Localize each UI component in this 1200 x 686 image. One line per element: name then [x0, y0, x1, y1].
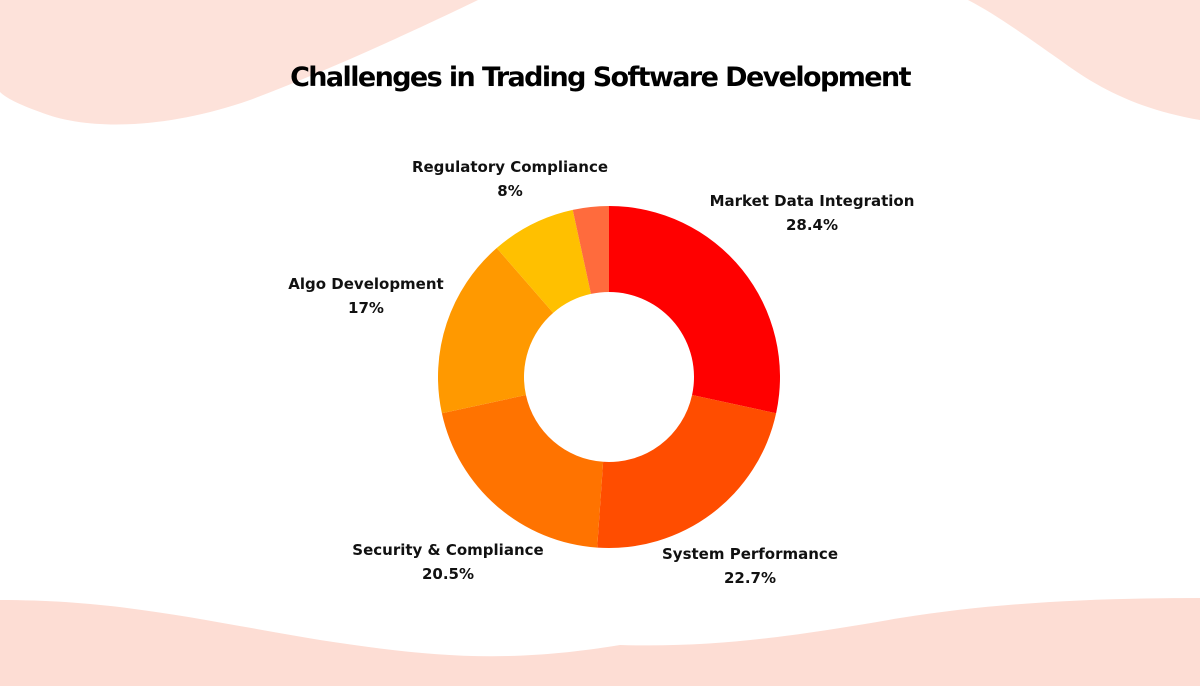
slice-label-value: 22.7%: [723, 569, 777, 587]
donut-slice-algo-development: [438, 248, 554, 414]
donut-slice-regulatory-compliance: [496, 209, 591, 313]
slice-label-name: Regulatory Compliance: [411, 158, 609, 176]
donut-slice-security-compliance: [441, 395, 604, 548]
label-algo-development: Algo Development 17%: [288, 272, 443, 320]
slice-label-name: Market Data Integration: [709, 192, 915, 210]
label-regulatory-compliance: Regulatory Compliance 8%: [412, 155, 608, 203]
slice-label-name: System Performance: [662, 545, 838, 563]
slice-label-name: Algo Development: [288, 275, 444, 293]
donut-slices: [438, 206, 780, 548]
donut-slice-system-performance: [597, 395, 777, 548]
top-right-blob: [968, 0, 1200, 120]
slice-label-value: 28.4%: [785, 216, 839, 234]
slice-label-value: 20.5%: [421, 565, 475, 583]
slice-label-value: 8%: [497, 182, 523, 200]
bottom-wave-blob: [0, 598, 1200, 686]
chart-title: Challenges in Trading Software Developme…: [290, 62, 911, 93]
label-system-performance: System Performance 22.7%: [662, 542, 838, 590]
label-market-data-integration: Market Data Integration 28.4%: [710, 189, 915, 237]
slice-label-value: 17%: [348, 299, 384, 317]
slice-label-name: Security & Compliance: [352, 541, 544, 559]
label-security-compliance: Security & Compliance 20.5%: [352, 538, 543, 586]
donut-slice-other: [572, 206, 609, 294]
donut-slice-market-data-integration: [609, 206, 780, 414]
top-left-blob: [0, 0, 478, 125]
